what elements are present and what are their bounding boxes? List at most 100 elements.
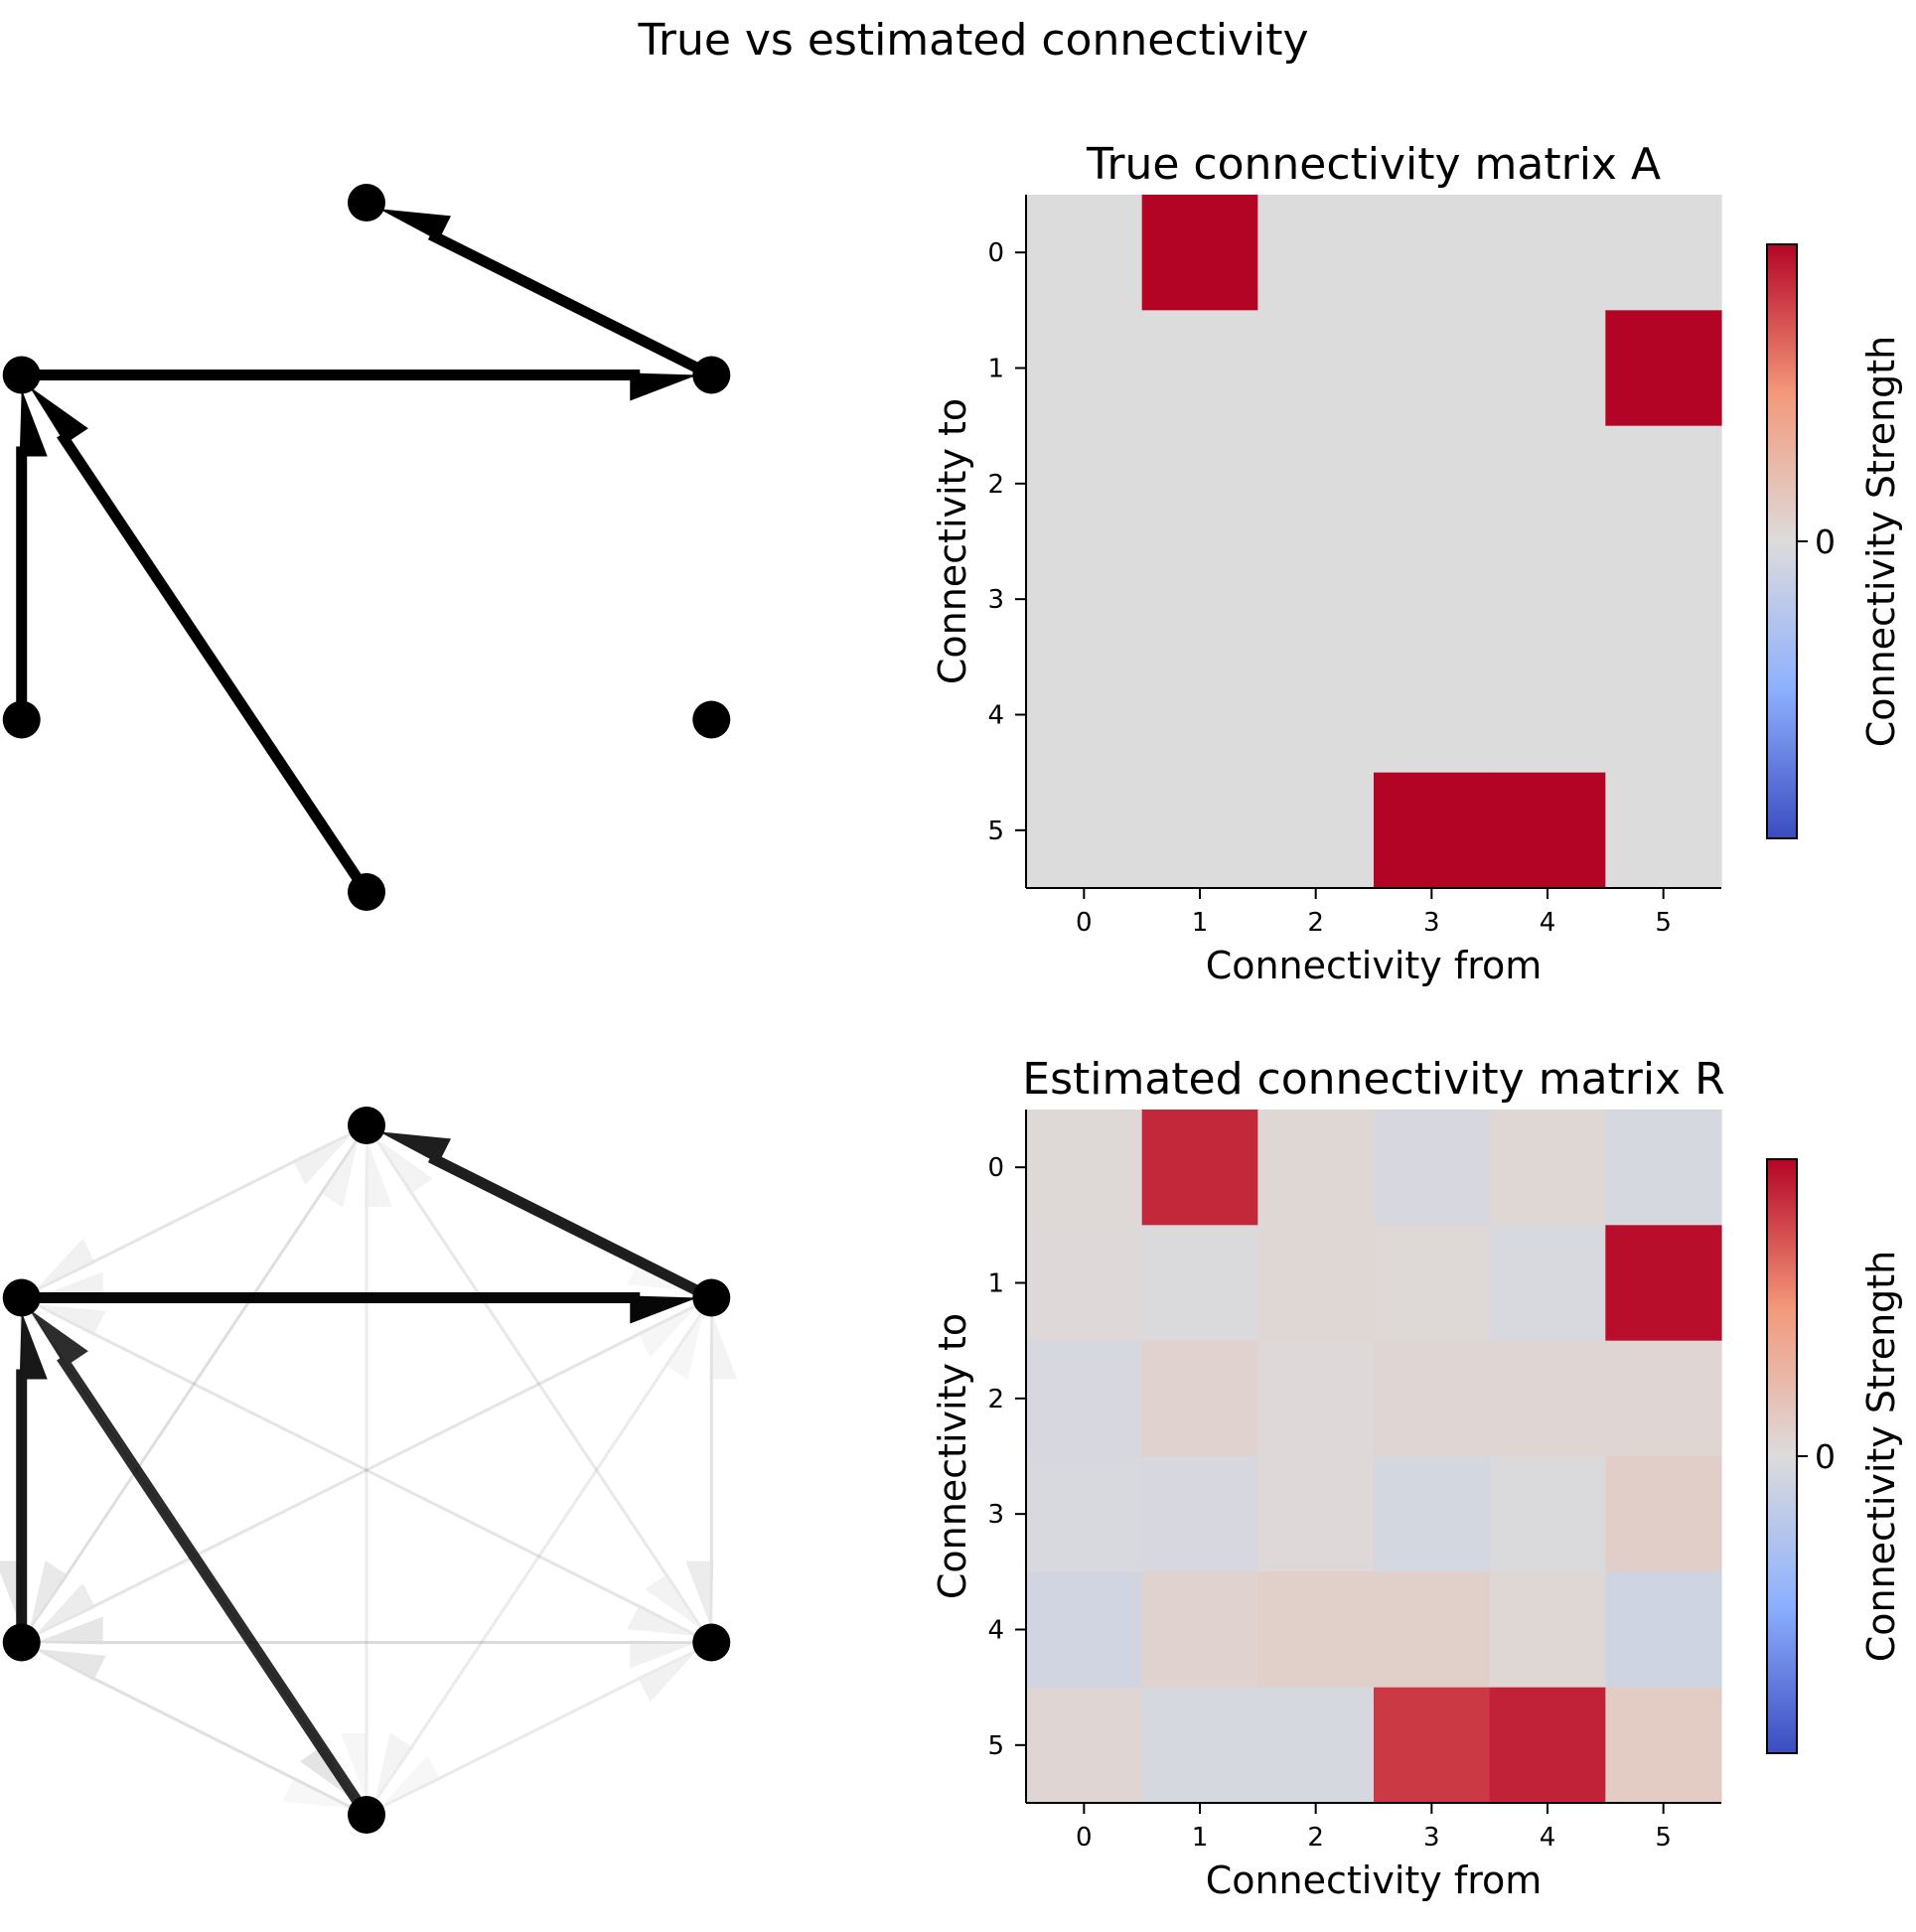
- cell-r0-c2: [1257, 195, 1375, 311]
- cell-r5-c3: [1374, 772, 1491, 889]
- colorbar-label: Connectivity Strength: [1859, 1251, 1903, 1663]
- cell-r0-c0: [1026, 195, 1143, 311]
- node-2: [692, 700, 731, 739]
- cell-r2-c3: [1374, 1340, 1491, 1457]
- edge-3-to-5: [29, 1309, 371, 1819]
- edge-0-to-5: [34, 1123, 368, 1292]
- cell-r3-c4: [1489, 541, 1606, 658]
- y-tick-label: 0: [987, 238, 1004, 268]
- cell-r1-c5: [1605, 1225, 1722, 1342]
- cell-r2-c1: [1141, 1340, 1258, 1457]
- cell-r4-c3: [1374, 657, 1491, 774]
- edge-arrowhead: [34, 1648, 106, 1681]
- heatmap-cells: [1026, 195, 1722, 889]
- cell-r1-c0: [1026, 1225, 1143, 1342]
- edge-arrowhead: [709, 1311, 738, 1380]
- cell-r0-c4: [1489, 1110, 1606, 1226]
- y-axis-label: Connectivity to: [931, 1313, 974, 1599]
- edge-5-to-1: [21, 1292, 698, 1324]
- edge-1-to-0: [378, 209, 714, 380]
- cell-r4-c3: [1374, 1571, 1491, 1689]
- cell-r3-c1: [1141, 541, 1258, 658]
- cell-r1-c1: [1141, 310, 1258, 427]
- x-tick-label: 0: [1076, 908, 1093, 938]
- edge-arrowhead: [638, 1303, 699, 1358]
- edge-3-to-1: [365, 1309, 704, 1816]
- edge-line: [57, 1354, 371, 1819]
- node-4: [2, 700, 41, 739]
- y-axis-label: Connectivity to: [931, 398, 974, 684]
- estimated-connectivity-heatmap: Estimated connectivity matrix R 0 1 2 3 4 5 0 1 2…: [931, 1054, 1903, 1902]
- cell-r0-c5: [1605, 195, 1722, 311]
- x-tick-label: 4: [1540, 1823, 1556, 1853]
- node-3: [348, 873, 385, 911]
- edge-5-to-2: [21, 1296, 699, 1637]
- edge-4-to-2: [21, 1640, 698, 1669]
- edge-arrowhead: [373, 1732, 414, 1804]
- edge-arrowhead: [685, 1560, 714, 1629]
- edge-line: [21, 1641, 304, 1785]
- y-tick-label: 4: [987, 1616, 1004, 1646]
- y-tick-label: 2: [987, 470, 1004, 500]
- x-axis-label: Connectivity from: [1206, 944, 1543, 987]
- edge-arrowhead: [19, 1311, 48, 1380]
- node-5: [2, 1278, 41, 1317]
- y-tick-label: 1: [987, 355, 1004, 384]
- edge-arrowhead: [29, 1309, 88, 1367]
- cell-r0-c3: [1374, 195, 1491, 311]
- node-1: [692, 1278, 731, 1317]
- edge-arrowhead: [638, 1648, 699, 1703]
- colorbar: [1766, 243, 1798, 839]
- edge-3-to-2: [366, 1648, 699, 1817]
- edge-line: [404, 1184, 713, 1644]
- cell-r1-c5: [1605, 310, 1722, 427]
- cell-r5-c2: [1257, 772, 1375, 889]
- heatmap-cells: [1026, 1110, 1722, 1804]
- y-tick-label: 3: [987, 1500, 1004, 1530]
- cell-r5-c4: [1489, 1687, 1606, 1804]
- cell-r0-c0: [1026, 1110, 1143, 1226]
- node-4: [2, 1623, 41, 1662]
- cell-r0-c1: [1141, 195, 1258, 311]
- cell-r4-c5: [1605, 657, 1722, 774]
- cell-r2-c4: [1489, 425, 1606, 542]
- node-0: [348, 1107, 385, 1144]
- cell-r0-c5: [1605, 1110, 1722, 1226]
- edge-arrowhead: [35, 1616, 103, 1645]
- edge-line: [365, 1356, 673, 1816]
- cell-r2-c2: [1257, 425, 1375, 542]
- edge-arrowhead: [630, 1640, 698, 1669]
- edge-2-to-3: [378, 1641, 712, 1809]
- cell-r0-c3: [1374, 1110, 1491, 1226]
- edge-line: [60, 1124, 368, 1584]
- edge-arrowhead: [664, 1309, 704, 1381]
- x-tick-label: 2: [1307, 1823, 1324, 1853]
- cell-r2-c3: [1374, 425, 1491, 542]
- edges-group: [0, 1123, 738, 1819]
- edge-line: [21, 1296, 649, 1612]
- edge-arrowhead: [378, 1131, 451, 1164]
- cell-r3-c4: [1489, 1456, 1606, 1572]
- y-tick-label: 5: [987, 817, 1004, 846]
- cell-r4-c1: [1141, 657, 1258, 774]
- edge-arrowhead: [34, 1303, 106, 1336]
- node-2: [692, 1623, 731, 1662]
- node-5: [2, 356, 41, 394]
- edge-arrowhead: [29, 386, 88, 444]
- heatmap-title: True connectivity matrix A: [1086, 139, 1661, 190]
- cell-r4-c2: [1257, 1571, 1375, 1689]
- edge-line: [57, 431, 371, 896]
- cell-r2-c4: [1489, 1340, 1606, 1457]
- edge-2-to-5: [34, 1303, 712, 1644]
- cell-r4-c1: [1141, 1571, 1258, 1689]
- cell-r3-c3: [1374, 541, 1491, 658]
- x-tick-label: 0: [1076, 1823, 1093, 1853]
- edge-arrowhead: [645, 1573, 704, 1631]
- edge-arrowhead: [373, 1136, 434, 1195]
- cell-r1-c4: [1489, 1225, 1606, 1342]
- x-axis-label: Connectivity from: [1206, 1858, 1543, 1902]
- x-tick-label: 3: [1423, 908, 1440, 938]
- x-tick-label: 1: [1192, 1823, 1209, 1853]
- cell-r4-c0: [1026, 1571, 1143, 1689]
- cell-r2-c1: [1141, 425, 1258, 542]
